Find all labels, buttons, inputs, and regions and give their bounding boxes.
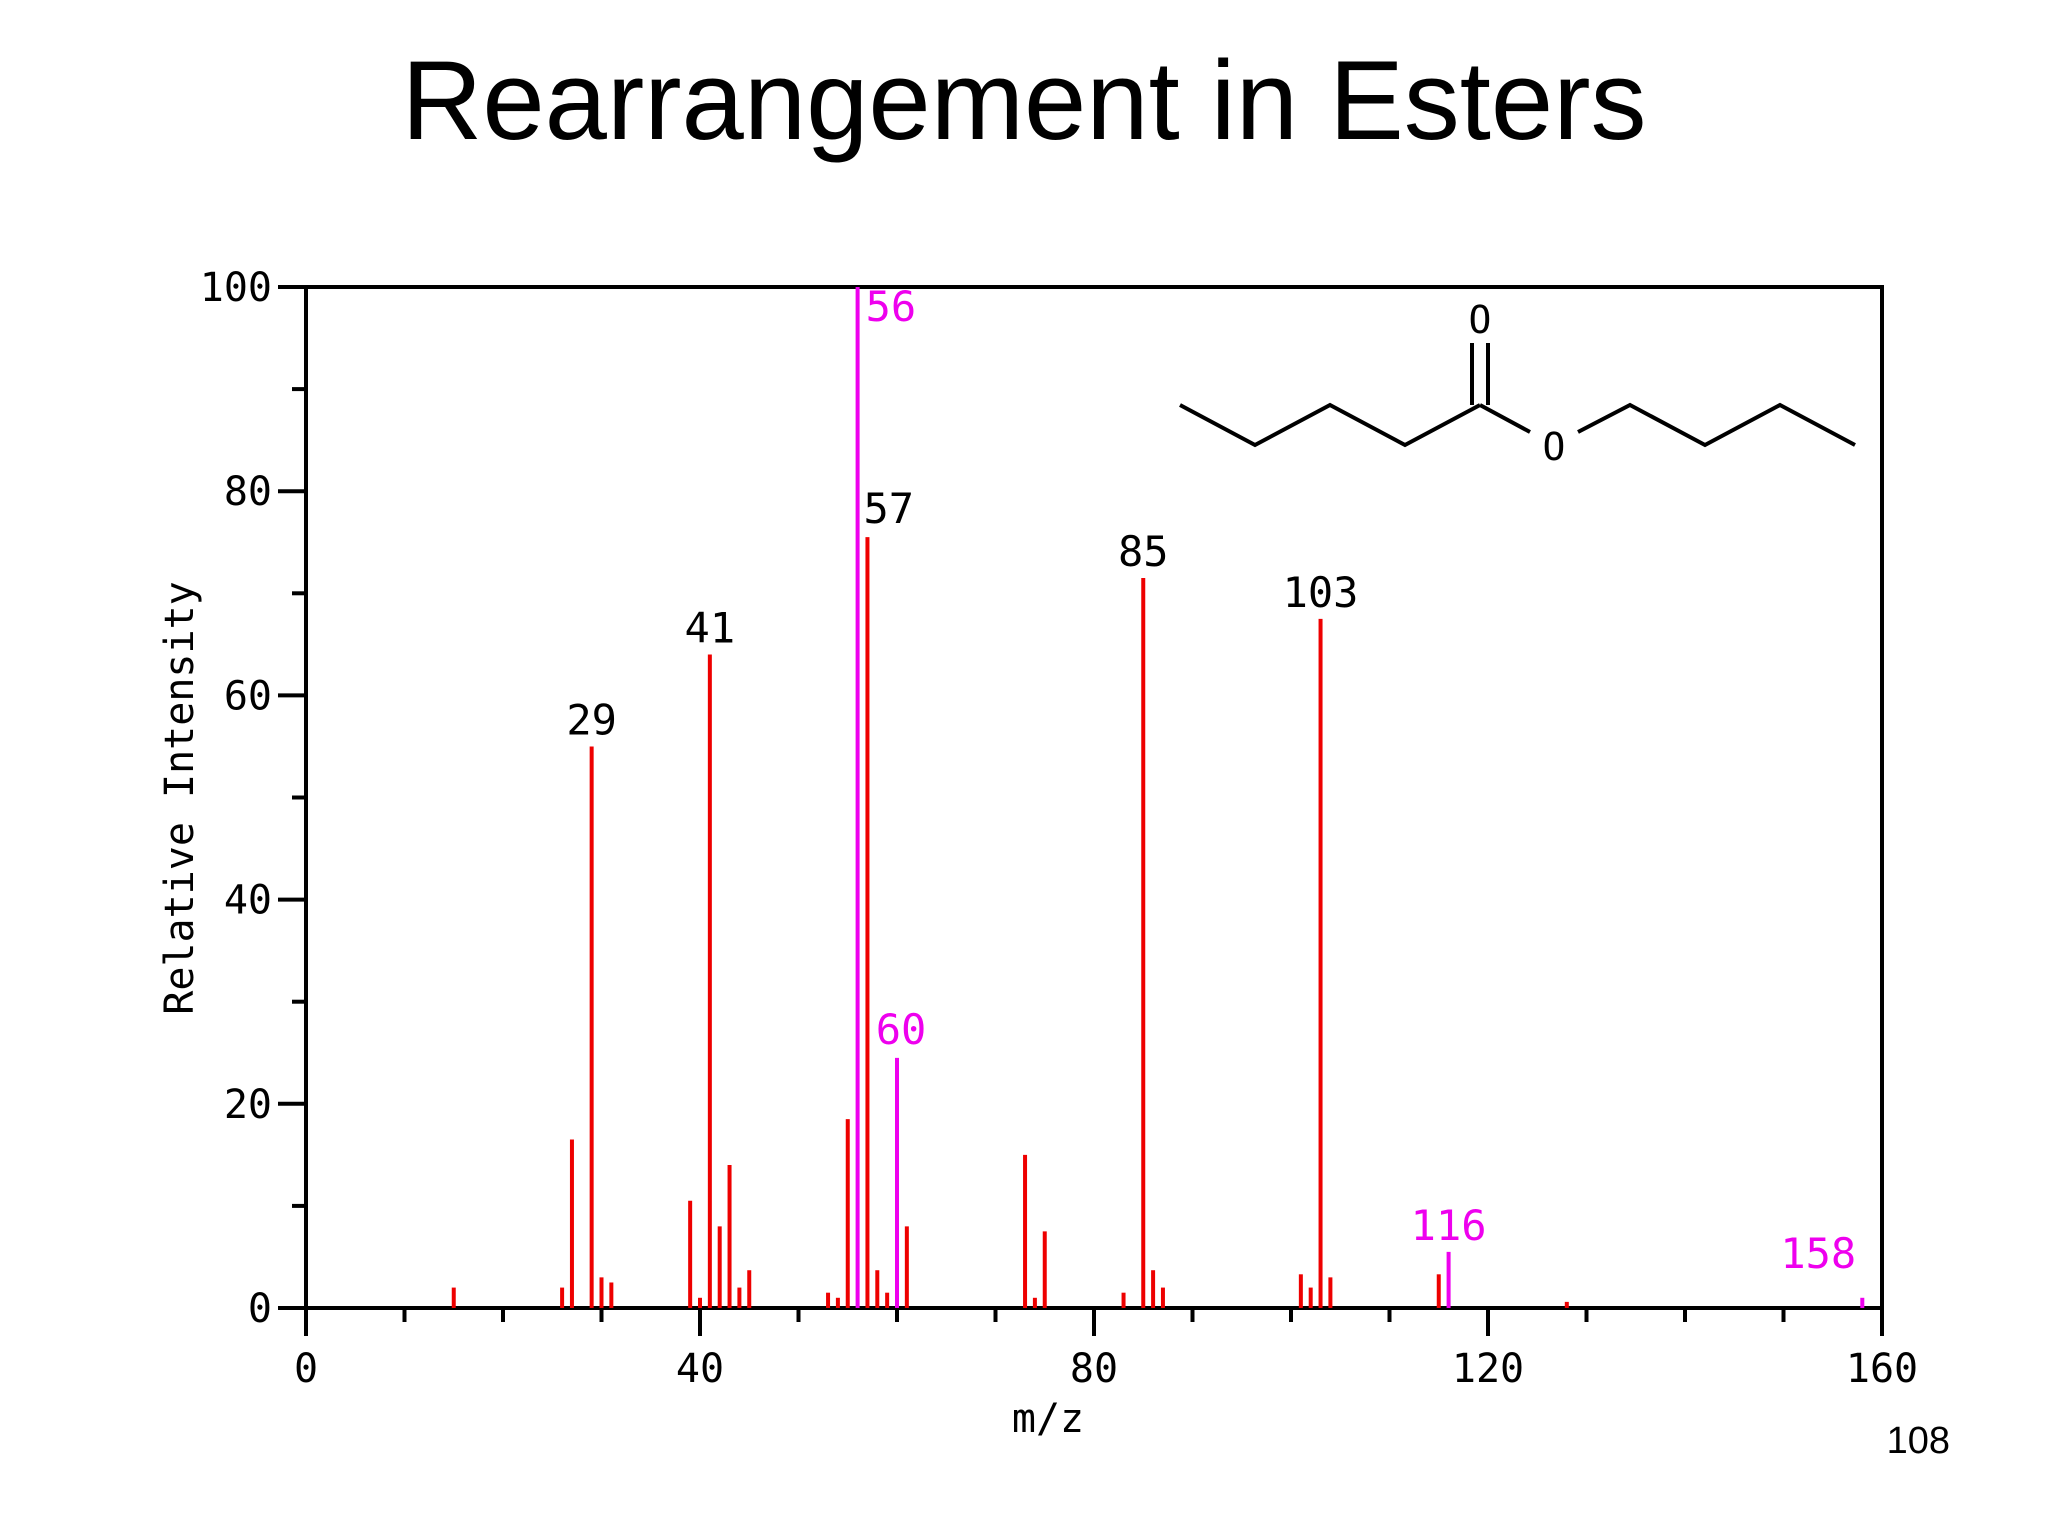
peak-label-41: 41 bbox=[685, 604, 736, 653]
peak-label-85: 85 bbox=[1118, 527, 1169, 576]
plot-frame bbox=[304, 285, 1884, 1310]
y-axis-label: Relative Intensity bbox=[157, 581, 203, 1014]
x-tick-label: 0 bbox=[294, 1346, 318, 1392]
x-axis-label: m/z bbox=[1012, 1396, 1084, 1442]
y-axis-ticks: 0 20 40 60 80 100 bbox=[200, 265, 306, 1332]
page-number: 108 bbox=[1886, 1420, 1950, 1462]
molecule-structure: O O bbox=[1179, 298, 1856, 469]
x-axis-ticks: 0 40 80 120 160 bbox=[294, 1308, 1918, 1392]
peak-labels: 29 41 56 57 60 85 103 116 158 bbox=[566, 282, 1856, 1278]
y-tick-label: 20 bbox=[224, 1082, 272, 1128]
y-tick-label: 40 bbox=[224, 878, 272, 924]
peak-label-60: 60 bbox=[876, 1005, 927, 1054]
peak-label-103: 103 bbox=[1283, 568, 1359, 617]
x-tick-label: 160 bbox=[1846, 1346, 1918, 1392]
y-tick-label: 80 bbox=[224, 469, 272, 515]
peak-label-116: 116 bbox=[1411, 1201, 1487, 1250]
x-tick-label: 80 bbox=[1070, 1346, 1118, 1392]
peak-label-29: 29 bbox=[566, 695, 617, 744]
x-tick-label: 120 bbox=[1452, 1346, 1524, 1392]
ester-bond-to-oxygen bbox=[1479, 403, 1531, 434]
x-tick-label: 40 bbox=[676, 1346, 724, 1392]
y-tick-label: 0 bbox=[248, 1286, 272, 1332]
ester-oxygen-label: O bbox=[1543, 425, 1566, 469]
peak-label-56: 56 bbox=[866, 282, 917, 331]
peak-label-158: 158 bbox=[1780, 1229, 1856, 1278]
spectrum-peaks bbox=[451, 287, 1865, 1308]
y-tick-label: 100 bbox=[200, 265, 272, 311]
alkoxy-chain-bond bbox=[1577, 402, 1856, 448]
y-tick-label: 60 bbox=[224, 673, 272, 719]
peak-label-57: 57 bbox=[863, 484, 914, 533]
carbonyl-oxygen-label: O bbox=[1469, 298, 1492, 342]
acyl-chain-bond bbox=[1179, 402, 1481, 448]
slide-title: Rearrangement in Esters bbox=[401, 38, 1647, 163]
